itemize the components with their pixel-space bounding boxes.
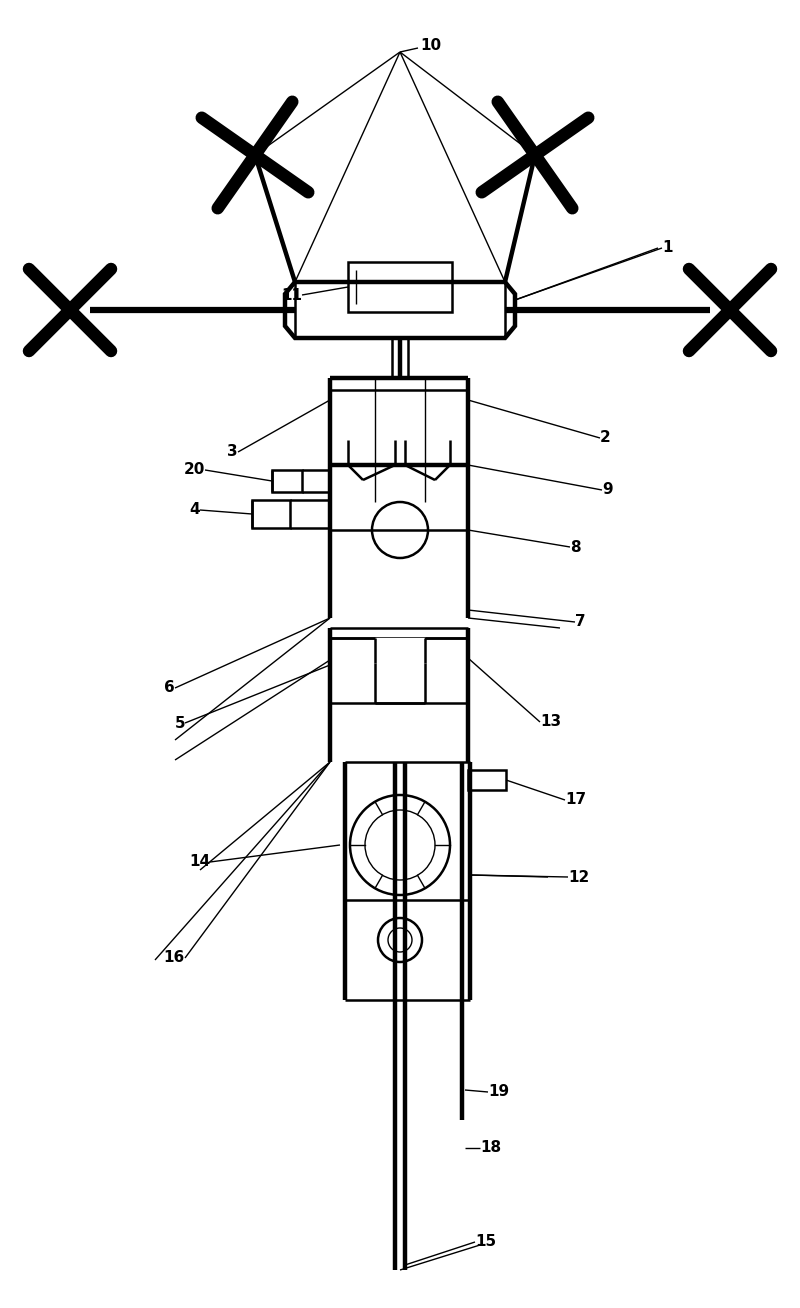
Text: 3: 3 bbox=[227, 445, 238, 459]
Text: 6: 6 bbox=[164, 680, 175, 696]
Text: 1: 1 bbox=[662, 241, 673, 255]
Text: 20: 20 bbox=[184, 463, 205, 477]
Bar bbox=[330, 390, 468, 466]
Text: 16: 16 bbox=[164, 951, 185, 965]
Text: 14: 14 bbox=[189, 854, 210, 870]
Text: 11: 11 bbox=[281, 288, 302, 302]
Circle shape bbox=[350, 795, 450, 895]
Circle shape bbox=[378, 918, 422, 961]
Text: 2: 2 bbox=[600, 430, 610, 446]
Text: 12: 12 bbox=[568, 870, 590, 884]
Circle shape bbox=[388, 927, 412, 952]
Circle shape bbox=[365, 810, 435, 880]
Text: 8: 8 bbox=[570, 539, 581, 555]
Bar bbox=[272, 470, 302, 492]
Bar bbox=[468, 770, 506, 790]
Text: 7: 7 bbox=[575, 615, 586, 629]
Text: 13: 13 bbox=[540, 714, 561, 730]
Text: 4: 4 bbox=[190, 502, 200, 518]
Text: 15: 15 bbox=[475, 1235, 496, 1249]
Bar bbox=[375, 638, 425, 663]
Text: 5: 5 bbox=[174, 715, 185, 730]
Bar bbox=[330, 638, 468, 702]
Bar bbox=[348, 262, 452, 313]
Text: 9: 9 bbox=[602, 483, 613, 497]
Text: 18: 18 bbox=[480, 1141, 501, 1155]
Text: 19: 19 bbox=[488, 1084, 509, 1100]
Circle shape bbox=[372, 502, 428, 559]
Text: 17: 17 bbox=[565, 793, 586, 807]
Bar bbox=[252, 500, 290, 528]
Text: 10: 10 bbox=[420, 38, 441, 52]
